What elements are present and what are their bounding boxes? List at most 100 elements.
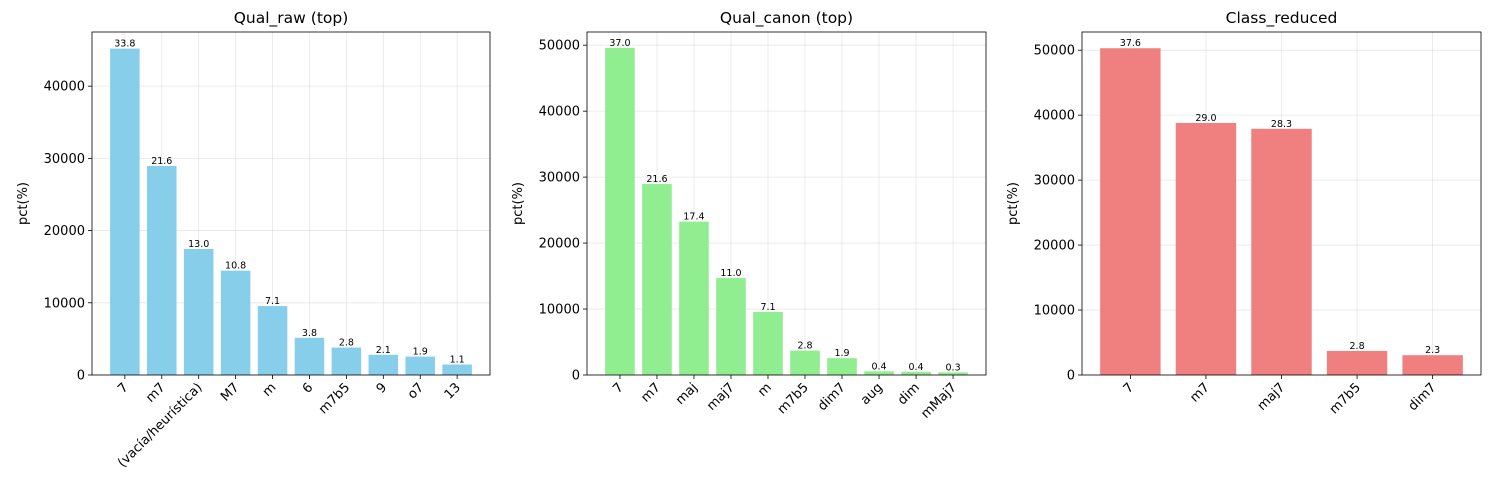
y-axis-label: pct(%) xyxy=(511,182,526,225)
bar xyxy=(110,48,140,375)
bar xyxy=(1326,350,1388,375)
bar xyxy=(368,354,399,375)
bar-value-label: 2.8 xyxy=(339,338,354,349)
bar-value-label: 0.4 xyxy=(908,362,923,373)
y-tick-label: 0 xyxy=(572,369,580,384)
bar xyxy=(605,47,635,375)
x-tick-label: m7b5 xyxy=(1327,380,1364,417)
bar xyxy=(294,337,325,375)
x-tick-label: maj7 xyxy=(1255,380,1289,414)
bar xyxy=(442,364,472,375)
y-axis-label: pct(%) xyxy=(1006,182,1021,225)
bar-value-label: 0.3 xyxy=(946,362,961,373)
bar xyxy=(790,350,820,375)
axes-frame xyxy=(586,31,987,376)
bar xyxy=(864,371,894,375)
y-tick-label: 20000 xyxy=(1034,239,1075,254)
x-tick-label: dim7 xyxy=(1406,380,1440,414)
x-tick-label: m7b5 xyxy=(775,380,812,417)
bar-value-label: 10.8 xyxy=(225,261,246,272)
y-tick-label: 10000 xyxy=(1034,304,1075,319)
bar xyxy=(753,312,783,375)
x-tick-label: aug xyxy=(858,380,886,408)
bar xyxy=(827,358,857,375)
bar-value-label: 1.9 xyxy=(834,348,849,359)
bar-value-label: 37.6 xyxy=(1120,38,1141,49)
x-tick-label: m7 xyxy=(638,380,663,405)
bar-value-label: 0.4 xyxy=(871,361,886,372)
x-tick-label: dim7 xyxy=(815,380,849,414)
chart-title: Qual_raw (top) xyxy=(234,9,349,28)
bar xyxy=(938,372,968,375)
x-tick-label: m7 xyxy=(1187,380,1212,405)
x-tick-label: 9 xyxy=(374,380,390,396)
x-tick-label: m7b5 xyxy=(316,380,353,417)
bar xyxy=(1100,48,1161,375)
bar-value-label: 1.1 xyxy=(450,355,465,366)
y-tick-label: 30000 xyxy=(1034,174,1075,189)
x-tick-label: M7 xyxy=(218,380,242,404)
chart-panel-1: 33.8 21.6 13.0 10.8 7.1 3.8 2.8 2.1 1.9 1.1 0 10000… xyxy=(16,9,491,471)
bar xyxy=(257,306,288,375)
bar xyxy=(405,356,435,375)
bar xyxy=(642,184,672,375)
bar-value-label: 2.8 xyxy=(797,341,812,352)
y-tick-label: 10000 xyxy=(44,296,85,311)
bar-value-label: 21.6 xyxy=(151,156,172,167)
chart-title: Class_reduced xyxy=(1226,9,1338,28)
bar-value-label: 21.6 xyxy=(646,174,667,185)
axes-frame xyxy=(91,31,491,376)
y-tick-label: 0 xyxy=(1067,369,1075,384)
bar-value-label: 13.0 xyxy=(188,239,209,250)
bar xyxy=(331,347,362,375)
x-tick-label: mMaj7 xyxy=(918,380,960,422)
bar xyxy=(183,248,214,375)
y-tick-label: 50000 xyxy=(1034,44,1075,59)
y-tick-label: 20000 xyxy=(44,224,85,239)
y-tick-label: 20000 xyxy=(539,237,580,252)
x-tick-label: 7 xyxy=(1121,380,1137,396)
bar xyxy=(1175,122,1237,376)
y-tick-label: 30000 xyxy=(44,152,85,167)
y-tick-label: 40000 xyxy=(1034,109,1075,124)
x-tick-label: maj xyxy=(673,380,701,408)
x-tick-label: 7 xyxy=(115,380,131,396)
bar xyxy=(716,278,746,375)
x-tick-label: maj7 xyxy=(704,380,738,414)
x-tick-label: o7 xyxy=(405,380,427,402)
bar-value-label: 7.1 xyxy=(760,302,775,313)
chart-panel-2: 37.0 21.6 17.4 11.0 7.1 2.8 1.9 0.4 0.4 0.3 0 10000… xyxy=(511,9,987,422)
bar-value-label: 2.1 xyxy=(376,345,391,356)
bar-value-label: 3.8 xyxy=(302,328,317,339)
bar xyxy=(220,270,251,375)
chart-panel-3: 37.6 29.0 28.3 2.8 2.3 0 10000 20000 30000 40000 5… xyxy=(1006,9,1482,417)
x-tick-label: m xyxy=(260,380,280,400)
y-tick-label: 50000 xyxy=(539,39,580,54)
bar-value-label: 29.0 xyxy=(1195,113,1216,124)
bar-value-label: 28.3 xyxy=(1271,119,1292,130)
bar xyxy=(1251,128,1312,375)
bar-value-label: 11.0 xyxy=(720,268,741,279)
x-tick-label: dim xyxy=(895,380,923,408)
bar-value-label: 33.8 xyxy=(114,39,135,50)
bar-value-label: 37.0 xyxy=(609,38,630,49)
y-tick-label: 10000 xyxy=(539,303,580,318)
y-axis-label: pct(%) xyxy=(16,182,31,225)
bar xyxy=(147,165,177,375)
bar-value-label: 17.4 xyxy=(683,212,704,223)
bar xyxy=(1402,355,1463,375)
bar-value-label: 1.9 xyxy=(413,347,428,358)
x-tick-label: 6 xyxy=(300,380,316,396)
bar xyxy=(901,371,931,375)
x-tick-label: m xyxy=(755,380,775,400)
bar-value-label: 2.8 xyxy=(1350,341,1365,352)
y-tick-label: 40000 xyxy=(44,80,85,95)
bar xyxy=(679,221,709,375)
x-tick-label: m7 xyxy=(143,380,168,405)
x-tick-label: 13 xyxy=(442,380,464,402)
bar-value-label: 7.1 xyxy=(265,296,280,307)
chart-title: Qual_canon (top) xyxy=(720,9,853,28)
y-tick-label: 40000 xyxy=(539,105,580,120)
x-tick-label: 7 xyxy=(610,380,626,396)
